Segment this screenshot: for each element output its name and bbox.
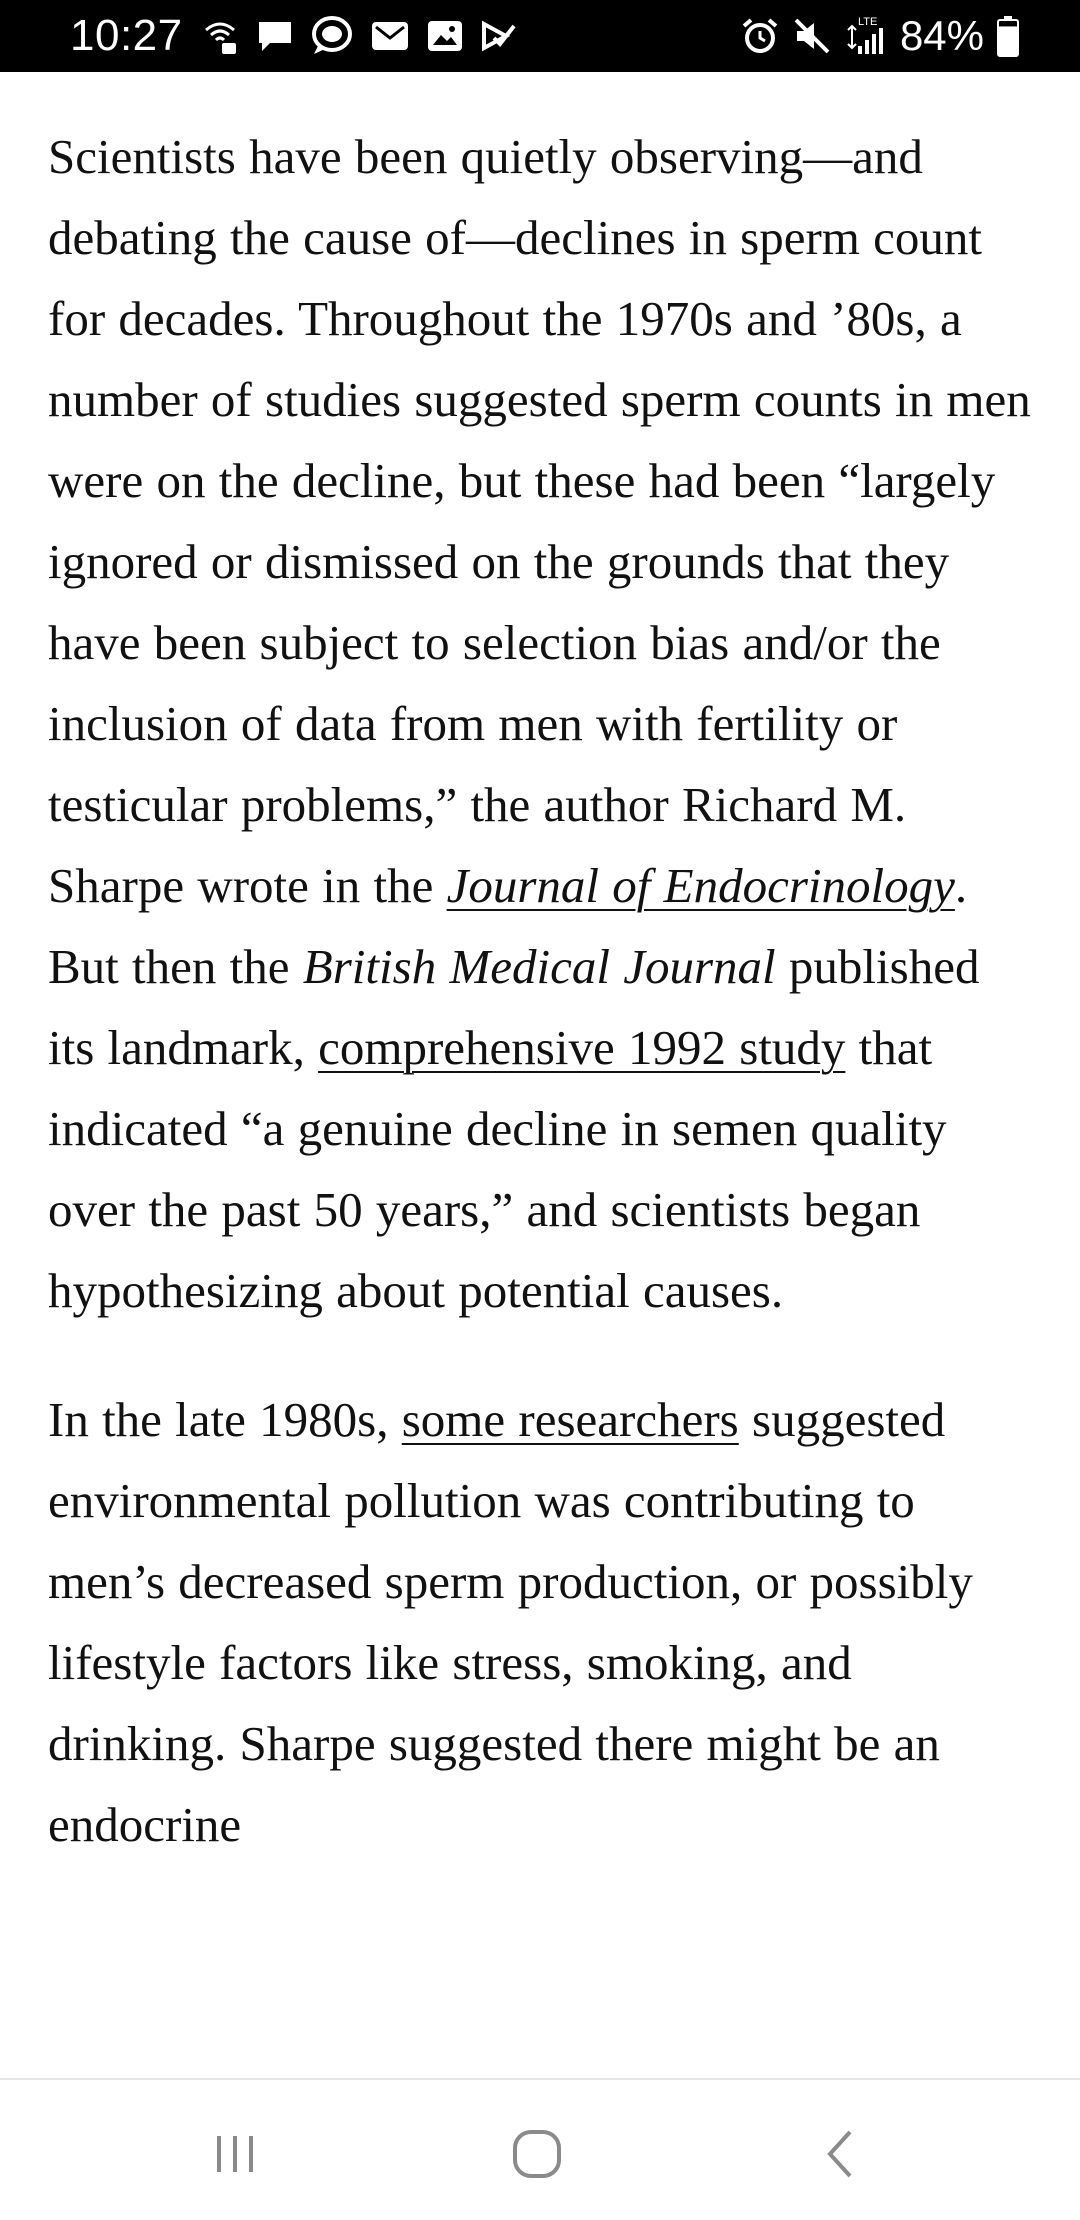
paragraph-text: Scientists have been quietly observing—a… bbox=[48, 129, 1031, 913]
link-text: Journal of Endocrinology bbox=[446, 858, 955, 913]
article-body: Scientists have been quietly observing—a… bbox=[48, 116, 1038, 1913]
back-icon bbox=[820, 2128, 860, 2180]
recents-icon bbox=[211, 2130, 259, 2178]
paragraph-text: published its landmark, bbox=[48, 939, 980, 1075]
article-paragraph-1: Scientists have been quietly observing—a… bbox=[48, 116, 1038, 1331]
paragraph-text: suggested environmental pollution was co… bbox=[48, 1392, 973, 1852]
journal-of-endocrinology-link[interactable]: Journal of Endocrinology bbox=[447, 858, 955, 913]
paragraph-text: that indicated “a genuine decline in sem… bbox=[48, 1020, 947, 1318]
battery-icon bbox=[996, 15, 1020, 57]
email-icon bbox=[370, 18, 410, 54]
message-icon bbox=[256, 17, 294, 55]
home-icon bbox=[511, 2128, 563, 2180]
mute-icon bbox=[792, 16, 832, 56]
paragraph-text: In the late 1980s, bbox=[48, 1392, 402, 1447]
wifi-calling-icon bbox=[200, 16, 240, 56]
navigation-bar bbox=[0, 2078, 1080, 2220]
task-check-icon bbox=[480, 18, 516, 54]
comprehensive-study-link[interactable]: comprehensive 1992 study bbox=[318, 1020, 846, 1075]
home-button[interactable] bbox=[497, 2122, 577, 2186]
article-paragraph-2: In the late 1980s, some researchers sugg… bbox=[48, 1379, 1038, 1865]
status-bar: 10:27 bbox=[0, 0, 1080, 72]
chat-bubble-icon bbox=[310, 14, 354, 58]
lte-signal-icon: LTE bbox=[844, 14, 888, 58]
network-label: LTE bbox=[858, 16, 877, 28]
status-time: 10:27 bbox=[70, 11, 183, 60]
gallery-icon bbox=[426, 18, 464, 54]
notification-icons bbox=[200, 14, 516, 58]
back-button[interactable] bbox=[800, 2122, 880, 2186]
alarm-icon bbox=[740, 16, 780, 56]
paragraph-text: . But then the bbox=[48, 858, 968, 994]
system-status: LTE 84% bbox=[740, 8, 1020, 64]
recents-button[interactable] bbox=[195, 2122, 275, 2186]
some-researchers-link[interactable]: some researchers bbox=[401, 1392, 739, 1447]
publication-name: British Medical Journal bbox=[302, 939, 776, 994]
battery-percent: 84% bbox=[899, 12, 984, 59]
